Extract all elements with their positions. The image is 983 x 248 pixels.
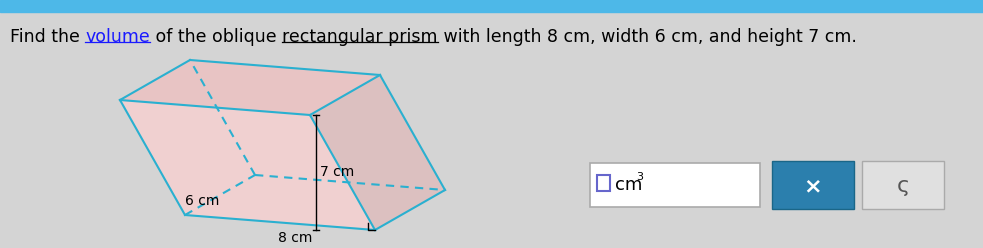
Polygon shape [310,75,445,230]
Text: rectangular prism: rectangular prism [282,28,437,46]
FancyBboxPatch shape [862,161,944,209]
Polygon shape [120,60,380,115]
Text: ×: × [804,176,823,196]
Text: 3: 3 [636,172,643,182]
Text: of the oblique: of the oblique [150,28,282,46]
FancyBboxPatch shape [590,163,760,207]
Text: volume: volume [86,28,150,46]
Text: 7 cm: 7 cm [320,165,354,180]
Text: 6 cm: 6 cm [185,194,219,208]
Text: 8 cm: 8 cm [278,231,313,245]
Text: cm: cm [615,176,642,194]
Text: with length 8 cm, width 6 cm, and height 7 cm.: with length 8 cm, width 6 cm, and height… [437,28,856,46]
Text: Find the: Find the [10,28,86,46]
Polygon shape [120,100,375,230]
Bar [597,175,610,191]
Bar [0,0,983,12]
Text: ς: ς [896,176,909,196]
FancyBboxPatch shape [772,161,854,209]
